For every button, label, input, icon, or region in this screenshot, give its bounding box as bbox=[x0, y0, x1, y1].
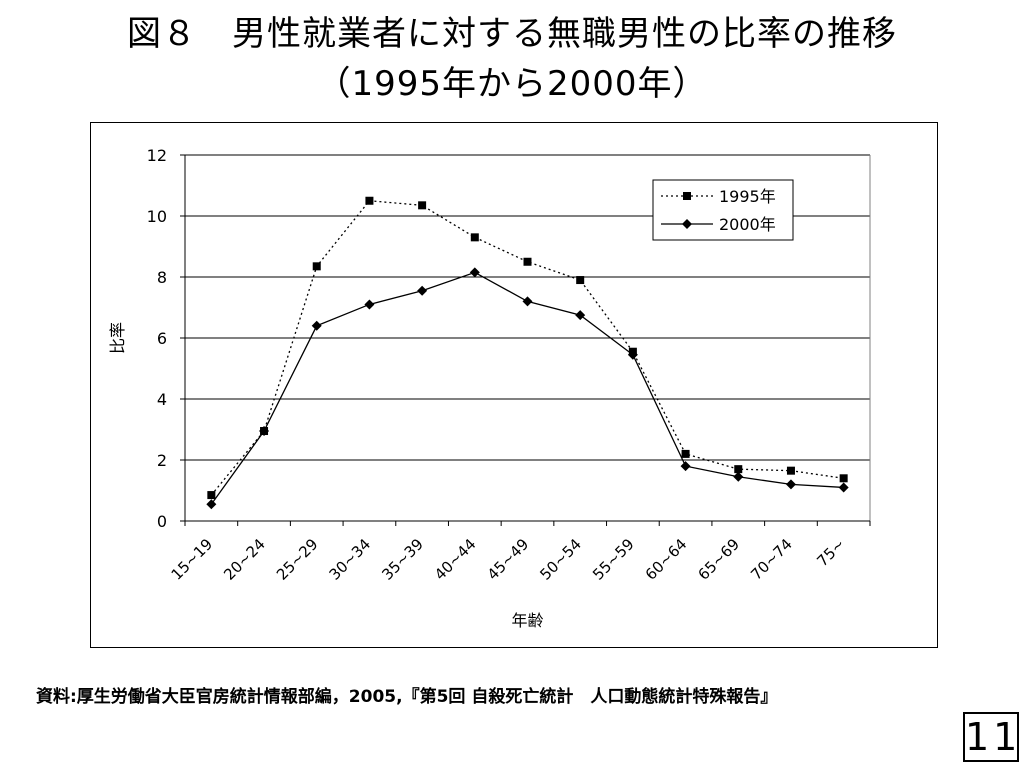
data-point bbox=[418, 201, 427, 210]
data-point bbox=[259, 426, 270, 437]
x-tick-label: 15~19 bbox=[168, 535, 217, 584]
data-point bbox=[469, 267, 480, 278]
data-point bbox=[839, 474, 848, 483]
y-tick-label: 6 bbox=[157, 329, 167, 348]
data-point bbox=[576, 276, 585, 285]
x-tick-label: 30~34 bbox=[326, 535, 375, 584]
y-tick-label: 12 bbox=[147, 146, 167, 165]
y-axis-title: 比率 bbox=[108, 322, 127, 354]
x-tick-label: 65~69 bbox=[694, 535, 743, 584]
legend-marker bbox=[682, 219, 692, 229]
data-point bbox=[206, 499, 217, 510]
data-point bbox=[785, 479, 796, 490]
x-axis-title: 年齢 bbox=[511, 611, 543, 630]
data-point bbox=[681, 449, 690, 458]
x-tick-label: 60~64 bbox=[642, 535, 691, 584]
data-point bbox=[733, 471, 744, 482]
y-tick-label: 4 bbox=[157, 390, 167, 409]
data-point bbox=[522, 296, 533, 307]
legend-marker bbox=[683, 192, 691, 200]
data-point bbox=[207, 491, 216, 500]
data-point bbox=[523, 257, 532, 266]
page-number: 11 bbox=[963, 712, 1019, 762]
legend-label: 1995年 bbox=[719, 187, 776, 206]
data-point bbox=[470, 233, 479, 242]
legend-box bbox=[652, 179, 794, 241]
x-tick-label: 40~44 bbox=[431, 535, 480, 584]
y-tick-label: 0 bbox=[157, 512, 167, 531]
x-tick-label: 75~ bbox=[813, 535, 848, 570]
data-point bbox=[838, 482, 849, 493]
x-tick-label: 50~54 bbox=[536, 535, 585, 584]
data-point bbox=[417, 285, 428, 296]
chart-subtitle: （1995年から2000年） bbox=[316, 64, 708, 104]
x-tick-label: 45~49 bbox=[484, 535, 533, 584]
x-tick-label: 55~59 bbox=[589, 535, 638, 584]
line-chart: 0 2 4 6 8 10 12 15~19 20~24 25~29 30~34 35~39 40~44 4… bbox=[108, 146, 871, 630]
chart-title: 図８ 男性就業者に対する無職男性の比率の推移 bbox=[127, 14, 897, 54]
data-point bbox=[786, 466, 795, 475]
y-tick-label: 10 bbox=[147, 207, 167, 226]
data-point bbox=[312, 262, 321, 271]
data-point bbox=[311, 320, 322, 331]
x-tick-label: 70~74 bbox=[747, 535, 796, 584]
source-note: 資料:厚生労働省大臣官房統計情報部編，2005,『第5回 自殺死亡統計 人口動態… bbox=[36, 687, 778, 707]
data-point bbox=[734, 465, 743, 474]
data-point bbox=[680, 461, 691, 472]
chart-area: 0 2 4 6 8 10 12 15~19 20~24 25~29 30~34 35~39 40~44 4… bbox=[90, 122, 938, 648]
legend-label: 2000年 bbox=[719, 215, 776, 234]
series-2000 bbox=[206, 267, 849, 510]
data-point bbox=[575, 310, 586, 321]
series-1995 bbox=[207, 196, 848, 500]
data-point bbox=[365, 196, 374, 205]
data-point bbox=[627, 349, 638, 360]
y-tick-label: 8 bbox=[157, 268, 167, 287]
x-tick-label: 35~39 bbox=[378, 535, 427, 584]
y-tick-label: 2 bbox=[157, 451, 167, 470]
series-line bbox=[210, 271, 844, 505]
x-tick-label: 20~24 bbox=[220, 535, 269, 584]
x-tick-label: 25~29 bbox=[273, 535, 322, 584]
data-point bbox=[364, 299, 375, 310]
